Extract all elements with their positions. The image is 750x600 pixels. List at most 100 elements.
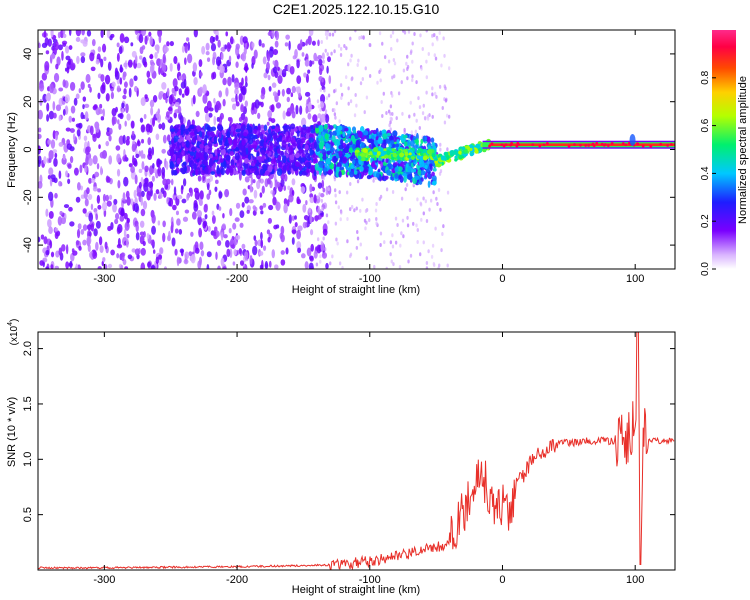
spectrogram-cell xyxy=(426,116,430,121)
spectrogram-cell xyxy=(257,131,263,136)
spectrogram-cell xyxy=(383,148,387,152)
spectrogram-cell xyxy=(109,35,113,41)
spectrogram-cell xyxy=(396,139,400,144)
spectrogram-cell xyxy=(398,175,401,179)
spectrogram-cell xyxy=(110,91,114,100)
spectrogram-cell xyxy=(216,230,219,238)
spectrogram-cell xyxy=(161,122,166,131)
spectrogram-cell xyxy=(356,229,359,234)
spectrogram-cell xyxy=(38,83,45,92)
spectrogram-cell xyxy=(68,45,73,50)
spectrogram-cell xyxy=(324,32,328,37)
spectrogram-cell xyxy=(140,262,146,269)
spectrogram-cell xyxy=(120,252,125,262)
spectrogram-cell xyxy=(124,154,127,161)
spectrogram-cell xyxy=(419,148,424,152)
spectrogram-cell xyxy=(90,203,94,211)
spectrogram-cell xyxy=(325,213,329,218)
spectrogram-x-axis-label: Height of straight line (km) xyxy=(292,284,420,296)
spectrogram-cell xyxy=(305,200,308,206)
spectrogram-cell xyxy=(271,125,276,130)
spectrogram-cell xyxy=(116,52,120,62)
spectrogram-cell xyxy=(117,237,121,247)
spectrogram-cell xyxy=(190,231,194,237)
spectrogram-cell xyxy=(398,150,402,154)
spectrogram-cell xyxy=(230,159,235,167)
spectrogram-cell xyxy=(420,170,426,176)
spectrogram-cell xyxy=(65,261,70,269)
spectrogram-cell xyxy=(169,41,174,47)
spectrogram-cell xyxy=(86,187,90,195)
spectrogram-heatmap xyxy=(38,30,675,269)
spectrogram-cell xyxy=(149,53,154,60)
spectrogram-cell xyxy=(69,221,75,227)
spectrogram-cell xyxy=(401,172,407,177)
spectrogram-cell xyxy=(392,162,398,167)
spectrogram-cell xyxy=(385,187,389,192)
spectrogram-cell xyxy=(458,154,463,160)
spectrogram-cell xyxy=(213,97,216,104)
spectrogram-cell xyxy=(147,77,152,85)
spectrogram-cell xyxy=(50,30,54,38)
spectrogram-cell xyxy=(242,188,247,196)
spectrogram-cell xyxy=(178,75,183,81)
spectrogram-cell xyxy=(209,159,213,165)
spectrogram-cell xyxy=(413,32,416,37)
spectrogram-cell xyxy=(254,99,260,109)
spectrogram-cell xyxy=(244,75,248,84)
spectrogram-cell xyxy=(143,61,148,68)
spectrogram-cell xyxy=(96,194,101,204)
spectrogram-cell xyxy=(401,218,405,223)
spectrogram-cell xyxy=(325,96,329,101)
spectrogram-cell xyxy=(225,154,231,161)
spectrogram-cell xyxy=(320,40,323,45)
spectrogram-y-axis: -40 -20 0 20 40 xyxy=(22,48,675,253)
spectrogram-cell xyxy=(377,157,382,161)
spectrogram-cell xyxy=(308,102,312,112)
spectrogram-cell xyxy=(113,198,118,205)
spectrogram-cell xyxy=(48,210,54,219)
spectrogram-cell xyxy=(260,232,263,241)
spectrogram-cell xyxy=(182,161,187,166)
spectrogram-cell xyxy=(305,73,309,83)
spectrogram-cell xyxy=(272,190,275,198)
spectrogram-cell xyxy=(112,203,117,213)
spectrogram-cell xyxy=(174,146,181,152)
chart-title: C2E1.2025.122.10.15.G10 xyxy=(273,1,440,17)
snr-x-tick-label: 0 xyxy=(499,574,505,586)
spectrogram-cell xyxy=(213,30,217,35)
spectrogram-cell xyxy=(65,55,71,61)
spectrogram-cell xyxy=(130,120,135,129)
spectrogram-cell xyxy=(218,90,223,98)
spectrogram-cell xyxy=(183,258,189,265)
spectrogram-cell xyxy=(291,136,296,143)
spectrogram-cell xyxy=(669,142,673,146)
spectrogram-cell xyxy=(407,173,413,180)
spectrogram-cell xyxy=(275,102,282,109)
spectrogram-cell xyxy=(275,201,281,211)
spectrogram-cell xyxy=(48,167,54,176)
spectrogram-cell xyxy=(180,81,186,89)
spectrogram-cell xyxy=(335,166,340,172)
spectrogram-cell xyxy=(440,248,443,253)
spectrogram-cell xyxy=(435,196,438,201)
spectrogram-cell xyxy=(316,208,319,213)
spectrogram-cell xyxy=(313,250,318,259)
spectrogram-cell xyxy=(91,39,96,47)
spectrogram-cell xyxy=(134,85,138,93)
spectrogram-cell xyxy=(100,30,104,39)
spectrogram-cell xyxy=(270,104,275,113)
spectrogram-cell xyxy=(129,78,134,88)
spectrogram-cell xyxy=(69,128,75,133)
spectrogram-cell xyxy=(262,56,267,65)
spectrogram-cell xyxy=(220,231,224,241)
spectrogram-cell xyxy=(133,189,137,199)
spectrogram-cell xyxy=(429,198,433,203)
spectrogram-cell xyxy=(157,220,161,226)
spectrogram-cell xyxy=(325,142,330,149)
spectrogram-cell xyxy=(38,42,41,49)
spectrogram-cell xyxy=(454,155,458,159)
spectrogram-cell xyxy=(122,192,126,202)
spectrogram-cell xyxy=(386,132,392,137)
